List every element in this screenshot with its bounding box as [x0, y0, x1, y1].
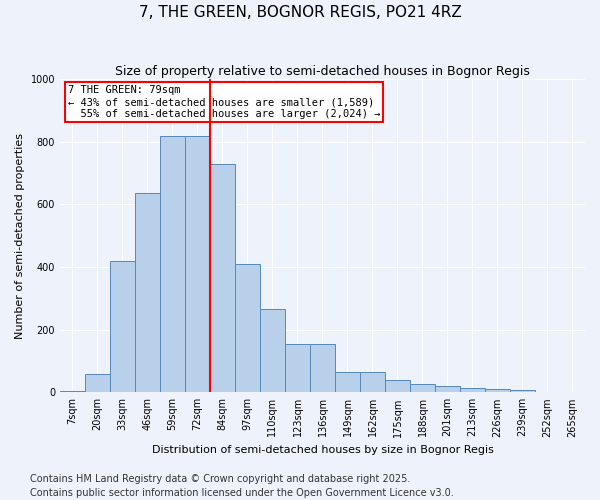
Bar [510, 390, 535, 392]
Bar [60, 390, 85, 392]
Bar [135, 194, 160, 392]
Bar [235, 264, 260, 392]
Text: Contains HM Land Registry data © Crown copyright and database right 2025.
Contai: Contains HM Land Registry data © Crown c… [30, 474, 454, 498]
Bar [310, 344, 335, 393]
Bar [410, 384, 435, 392]
Bar [385, 380, 410, 392]
Text: 7, THE GREEN, BOGNOR REGIS, PO21 4RZ: 7, THE GREEN, BOGNOR REGIS, PO21 4RZ [139, 5, 461, 20]
Bar [460, 388, 485, 392]
Bar [485, 389, 510, 392]
Y-axis label: Number of semi-detached properties: Number of semi-detached properties [15, 132, 25, 338]
Bar [110, 261, 135, 392]
Text: 7 THE GREEN: 79sqm
← 43% of semi-detached houses are smaller (1,589)
  55% of se: 7 THE GREEN: 79sqm ← 43% of semi-detache… [68, 86, 380, 118]
Bar [285, 344, 310, 393]
Bar [260, 310, 285, 392]
Title: Size of property relative to semi-detached houses in Bognor Regis: Size of property relative to semi-detach… [115, 65, 530, 78]
Bar [210, 164, 235, 392]
X-axis label: Distribution of semi-detached houses by size in Bognor Regis: Distribution of semi-detached houses by … [152, 445, 493, 455]
Bar [85, 374, 110, 392]
Bar [160, 136, 185, 392]
Bar [360, 372, 385, 392]
Bar [435, 386, 460, 392]
Bar [335, 372, 360, 392]
Bar [185, 136, 210, 392]
